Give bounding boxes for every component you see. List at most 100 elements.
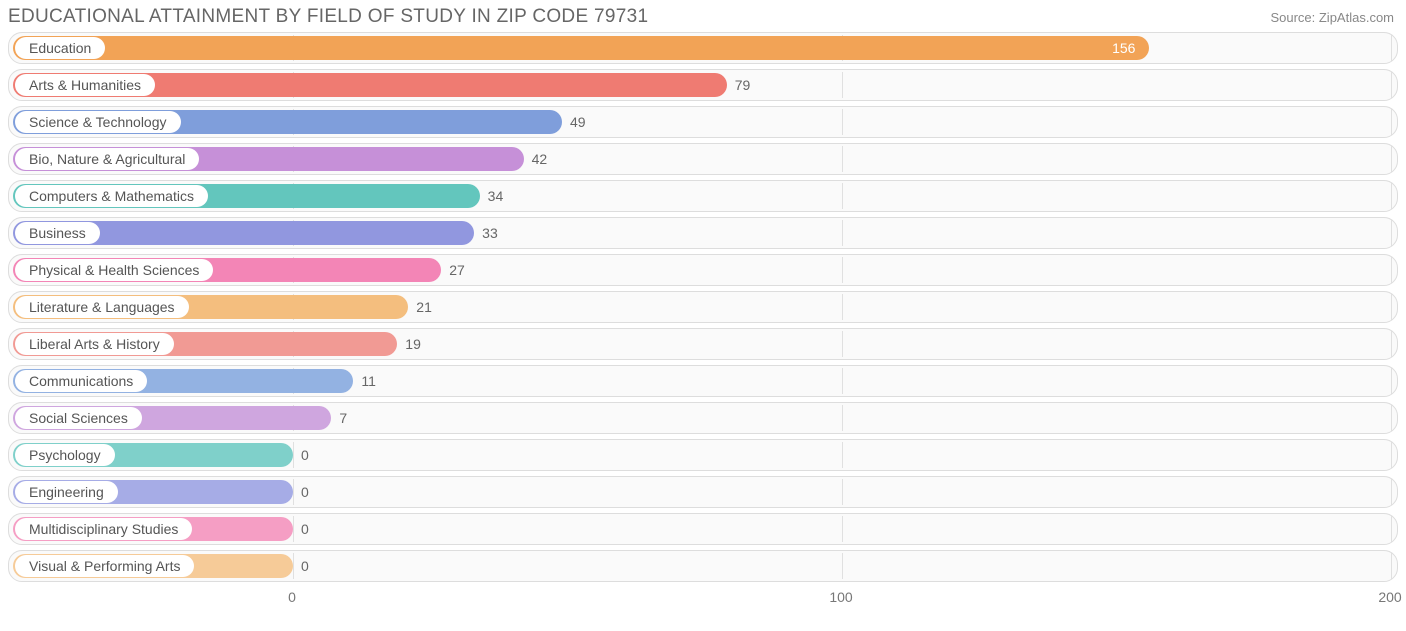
bar-value: 7 <box>339 406 347 430</box>
bar: Engineering <box>13 480 293 504</box>
gridline <box>1391 516 1392 542</box>
bar-row: Multidisciplinary Studies 0 <box>8 513 1398 545</box>
bar-row: Arts & Humanities 79 <box>8 69 1398 101</box>
bar-row: Bio, Nature & Agricultural 42 <box>8 143 1398 175</box>
bar-row: Social Sciences 7 <box>8 402 1398 434</box>
gridline <box>842 516 843 542</box>
bar: Computers & Mathematics <box>13 184 480 208</box>
gridline <box>842 368 843 394</box>
gridline <box>293 553 294 579</box>
bar-value: 0 <box>301 480 309 504</box>
x-axis: 0100200 <box>12 587 1394 617</box>
bar-value: 19 <box>405 332 421 356</box>
bar-value: 156 <box>1112 36 1135 60</box>
bar: Literature & Languages <box>13 295 408 319</box>
bar-label: Education <box>15 37 105 59</box>
gridline <box>1391 442 1392 468</box>
gridline <box>842 331 843 357</box>
bar-label: Physical & Health Sciences <box>15 259 213 281</box>
bar: Liberal Arts & History <box>13 332 397 356</box>
gridline <box>1391 146 1392 172</box>
chart-area: Education 156 Arts & Humanities 79 Science &… <box>0 32 1406 582</box>
gridline <box>1391 109 1392 135</box>
gridline <box>842 405 843 431</box>
bar-value: 34 <box>488 184 504 208</box>
bar-label: Social Sciences <box>15 407 142 429</box>
bar-value: 27 <box>449 258 465 282</box>
bar-row: Education 156 <box>8 32 1398 64</box>
bar-label: Bio, Nature & Agricultural <box>15 148 199 170</box>
bar-value: 33 <box>482 221 498 245</box>
bar: Multidisciplinary Studies <box>13 517 293 541</box>
x-axis-tick: 200 <box>1378 589 1401 605</box>
gridline <box>1391 35 1392 61</box>
gridline <box>842 442 843 468</box>
bar-label: Literature & Languages <box>15 296 189 318</box>
bar-label: Engineering <box>15 481 118 503</box>
bar-label: Communications <box>15 370 147 392</box>
bar-row: Communications 11 <box>8 365 1398 397</box>
bar-row: Liberal Arts & History 19 <box>8 328 1398 360</box>
bar: Science & Technology <box>13 110 562 134</box>
bar: Education 156 <box>13 36 1149 60</box>
bar-value: 0 <box>301 517 309 541</box>
bar-value: 79 <box>735 73 751 97</box>
bar-label: Arts & Humanities <box>15 74 155 96</box>
chart-source: Source: ZipAtlas.com <box>1270 10 1394 25</box>
bar-label: Science & Technology <box>15 111 181 133</box>
gridline <box>1391 331 1392 357</box>
gridline <box>1391 183 1392 209</box>
bar: Visual & Performing Arts <box>13 554 293 578</box>
gridline <box>1391 294 1392 320</box>
gridline <box>1391 405 1392 431</box>
bar-label: Computers & Mathematics <box>15 185 208 207</box>
bar-row: Engineering 0 <box>8 476 1398 508</box>
x-axis-tick: 0 <box>288 589 296 605</box>
bar-row: Visual & Performing Arts 0 <box>8 550 1398 582</box>
gridline <box>1391 257 1392 283</box>
gridline <box>842 479 843 505</box>
gridline <box>1391 553 1392 579</box>
bar-row: Computers & Mathematics 34 <box>8 180 1398 212</box>
gridline <box>842 183 843 209</box>
gridline <box>842 553 843 579</box>
bar-row: Science & Technology 49 <box>8 106 1398 138</box>
chart-title: Educational Attainment by Field of Study… <box>8 6 648 28</box>
gridline <box>842 294 843 320</box>
gridline <box>842 220 843 246</box>
gridline <box>1391 220 1392 246</box>
bar-row: Psychology 0 <box>8 439 1398 471</box>
gridline <box>293 479 294 505</box>
bar-label: Business <box>15 222 100 244</box>
bar: Psychology <box>13 443 293 467</box>
bar-value: 49 <box>570 110 586 134</box>
bar-value: 21 <box>416 295 432 319</box>
bar: Social Sciences <box>13 406 331 430</box>
bar-row: Business 33 <box>8 217 1398 249</box>
gridline <box>1391 479 1392 505</box>
bar: Arts & Humanities <box>13 73 727 97</box>
gridline <box>842 257 843 283</box>
bar: Communications <box>13 369 353 393</box>
chart-header: Educational Attainment by Field of Study… <box>0 0 1406 32</box>
bar: Bio, Nature & Agricultural <box>13 147 524 171</box>
gridline <box>293 442 294 468</box>
bar-label: Multidisciplinary Studies <box>15 518 192 540</box>
bar-value: 0 <box>301 554 309 578</box>
bar-value: 0 <box>301 443 309 467</box>
bar-row: Literature & Languages 21 <box>8 291 1398 323</box>
gridline <box>842 72 843 98</box>
gridline <box>1391 72 1392 98</box>
gridline <box>1391 368 1392 394</box>
gridline <box>842 109 843 135</box>
bar-row: Physical & Health Sciences 27 <box>8 254 1398 286</box>
bar: Physical & Health Sciences <box>13 258 441 282</box>
bar-label: Liberal Arts & History <box>15 333 174 355</box>
bar-label: Psychology <box>15 444 115 466</box>
bar-label: Visual & Performing Arts <box>15 555 194 577</box>
gridline <box>293 516 294 542</box>
bar-value: 42 <box>532 147 548 171</box>
bar-value: 11 <box>361 369 376 393</box>
x-axis-tick: 100 <box>829 589 852 605</box>
gridline <box>842 146 843 172</box>
